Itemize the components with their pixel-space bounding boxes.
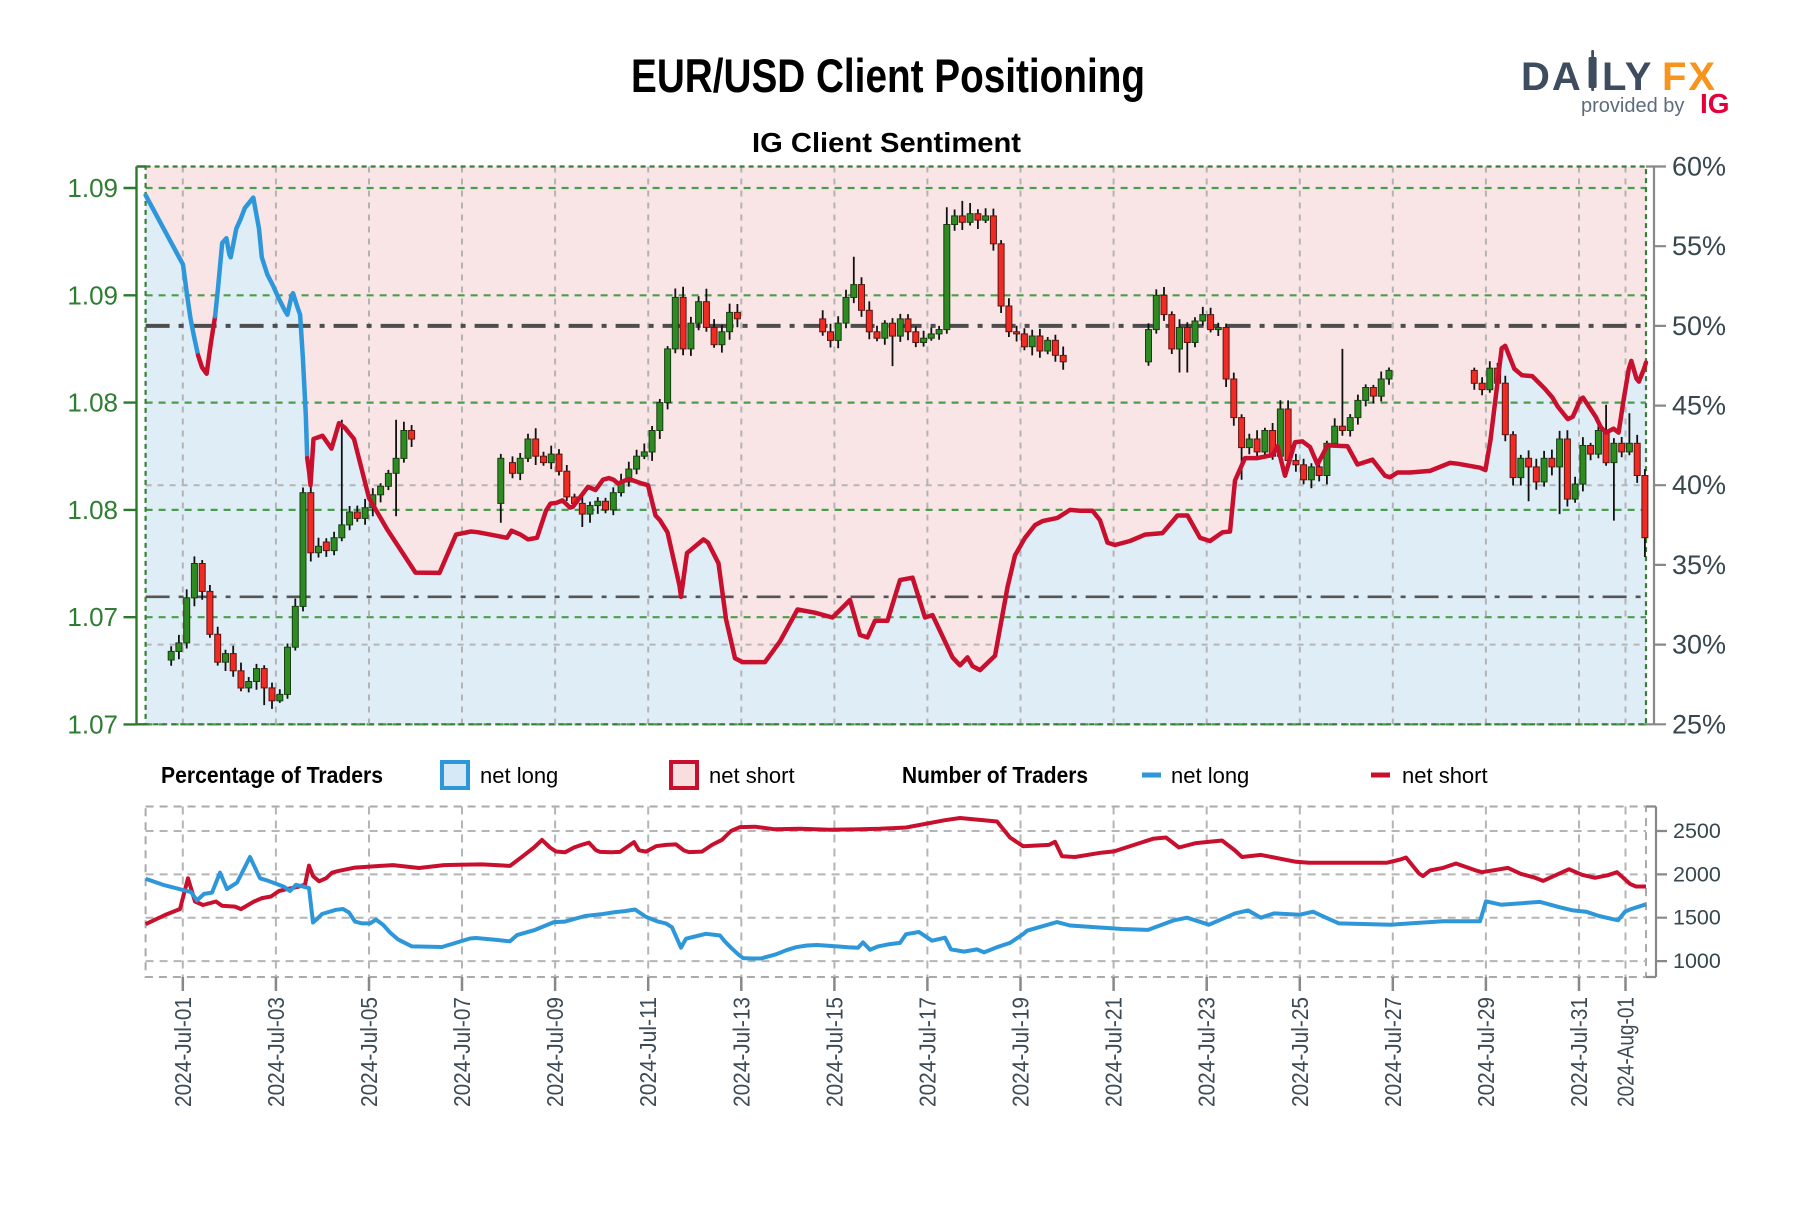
svg-text:2024-Jul-07: 2024-Jul-07 <box>449 997 475 1107</box>
svg-text:net long: net long <box>480 763 558 788</box>
svg-text:45%: 45% <box>1672 391 1726 421</box>
svg-text:40%: 40% <box>1672 470 1726 500</box>
svg-text:2024-Jul-25: 2024-Jul-25 <box>1287 997 1313 1107</box>
svg-text:IG: IG <box>1700 88 1730 119</box>
svg-text:2024-Jul-19: 2024-Jul-19 <box>1008 997 1034 1107</box>
svg-text:2024-Jul-13: 2024-Jul-13 <box>728 997 754 1107</box>
svg-text:2024-Jul-15: 2024-Jul-15 <box>821 997 847 1107</box>
svg-text:EUR/USD Client Positioning: EUR/USD Client Positioning <box>631 49 1145 102</box>
svg-text:30%: 30% <box>1672 630 1726 660</box>
svg-text:2024-Jul-05: 2024-Jul-05 <box>356 997 382 1107</box>
svg-text:50%: 50% <box>1672 311 1726 341</box>
svg-text:net short: net short <box>709 763 795 788</box>
svg-text:1500: 1500 <box>1673 906 1721 930</box>
svg-text:2024-Jul-17: 2024-Jul-17 <box>914 997 940 1107</box>
svg-text:2024-Jul-23: 2024-Jul-23 <box>1194 997 1220 1107</box>
svg-text:2024-Jul-27: 2024-Jul-27 <box>1380 997 1406 1107</box>
svg-text:1.09: 1.09 <box>67 280 118 310</box>
svg-text:1.09: 1.09 <box>67 173 118 203</box>
svg-text:1.07: 1.07 <box>67 709 118 739</box>
svg-text:35%: 35% <box>1672 550 1726 580</box>
svg-text:60%: 60% <box>1672 152 1726 182</box>
svg-text:Number of Traders: Number of Traders <box>902 762 1088 788</box>
svg-text:LY: LY <box>1602 55 1653 99</box>
svg-text:25%: 25% <box>1672 709 1726 739</box>
svg-text:net short: net short <box>1402 763 1488 788</box>
svg-text:2024-Jul-03: 2024-Jul-03 <box>263 997 289 1107</box>
svg-text:provided by: provided by <box>1581 95 1684 117</box>
svg-text:1.08: 1.08 <box>67 388 118 418</box>
svg-text:2024-Aug-01: 2024-Aug-01 <box>1613 997 1639 1107</box>
svg-text:1.08: 1.08 <box>67 495 118 525</box>
svg-text:2024-Jul-01: 2024-Jul-01 <box>170 997 196 1107</box>
svg-text:net long: net long <box>1171 763 1249 788</box>
svg-text:Percentage of Traders: Percentage of Traders <box>161 762 383 788</box>
svg-text:1000: 1000 <box>1673 949 1721 973</box>
svg-text:FX: FX <box>1662 55 1717 99</box>
svg-text:2024-Jul-21: 2024-Jul-21 <box>1101 997 1127 1107</box>
svg-text:2024-Jul-29: 2024-Jul-29 <box>1473 997 1499 1107</box>
svg-text:2024-Jul-31: 2024-Jul-31 <box>1566 997 1592 1107</box>
svg-text:2024-Jul-11: 2024-Jul-11 <box>635 997 661 1107</box>
svg-text:DA: DA <box>1521 55 1583 99</box>
svg-text:IG Client Sentiment: IG Client Sentiment <box>752 127 1021 158</box>
svg-text:2024-Jul-09: 2024-Jul-09 <box>542 997 568 1107</box>
svg-text:1.07: 1.07 <box>67 602 118 632</box>
svg-text:2500: 2500 <box>1673 819 1721 843</box>
svg-text:2000: 2000 <box>1673 862 1721 886</box>
svg-text:55%: 55% <box>1672 231 1726 261</box>
